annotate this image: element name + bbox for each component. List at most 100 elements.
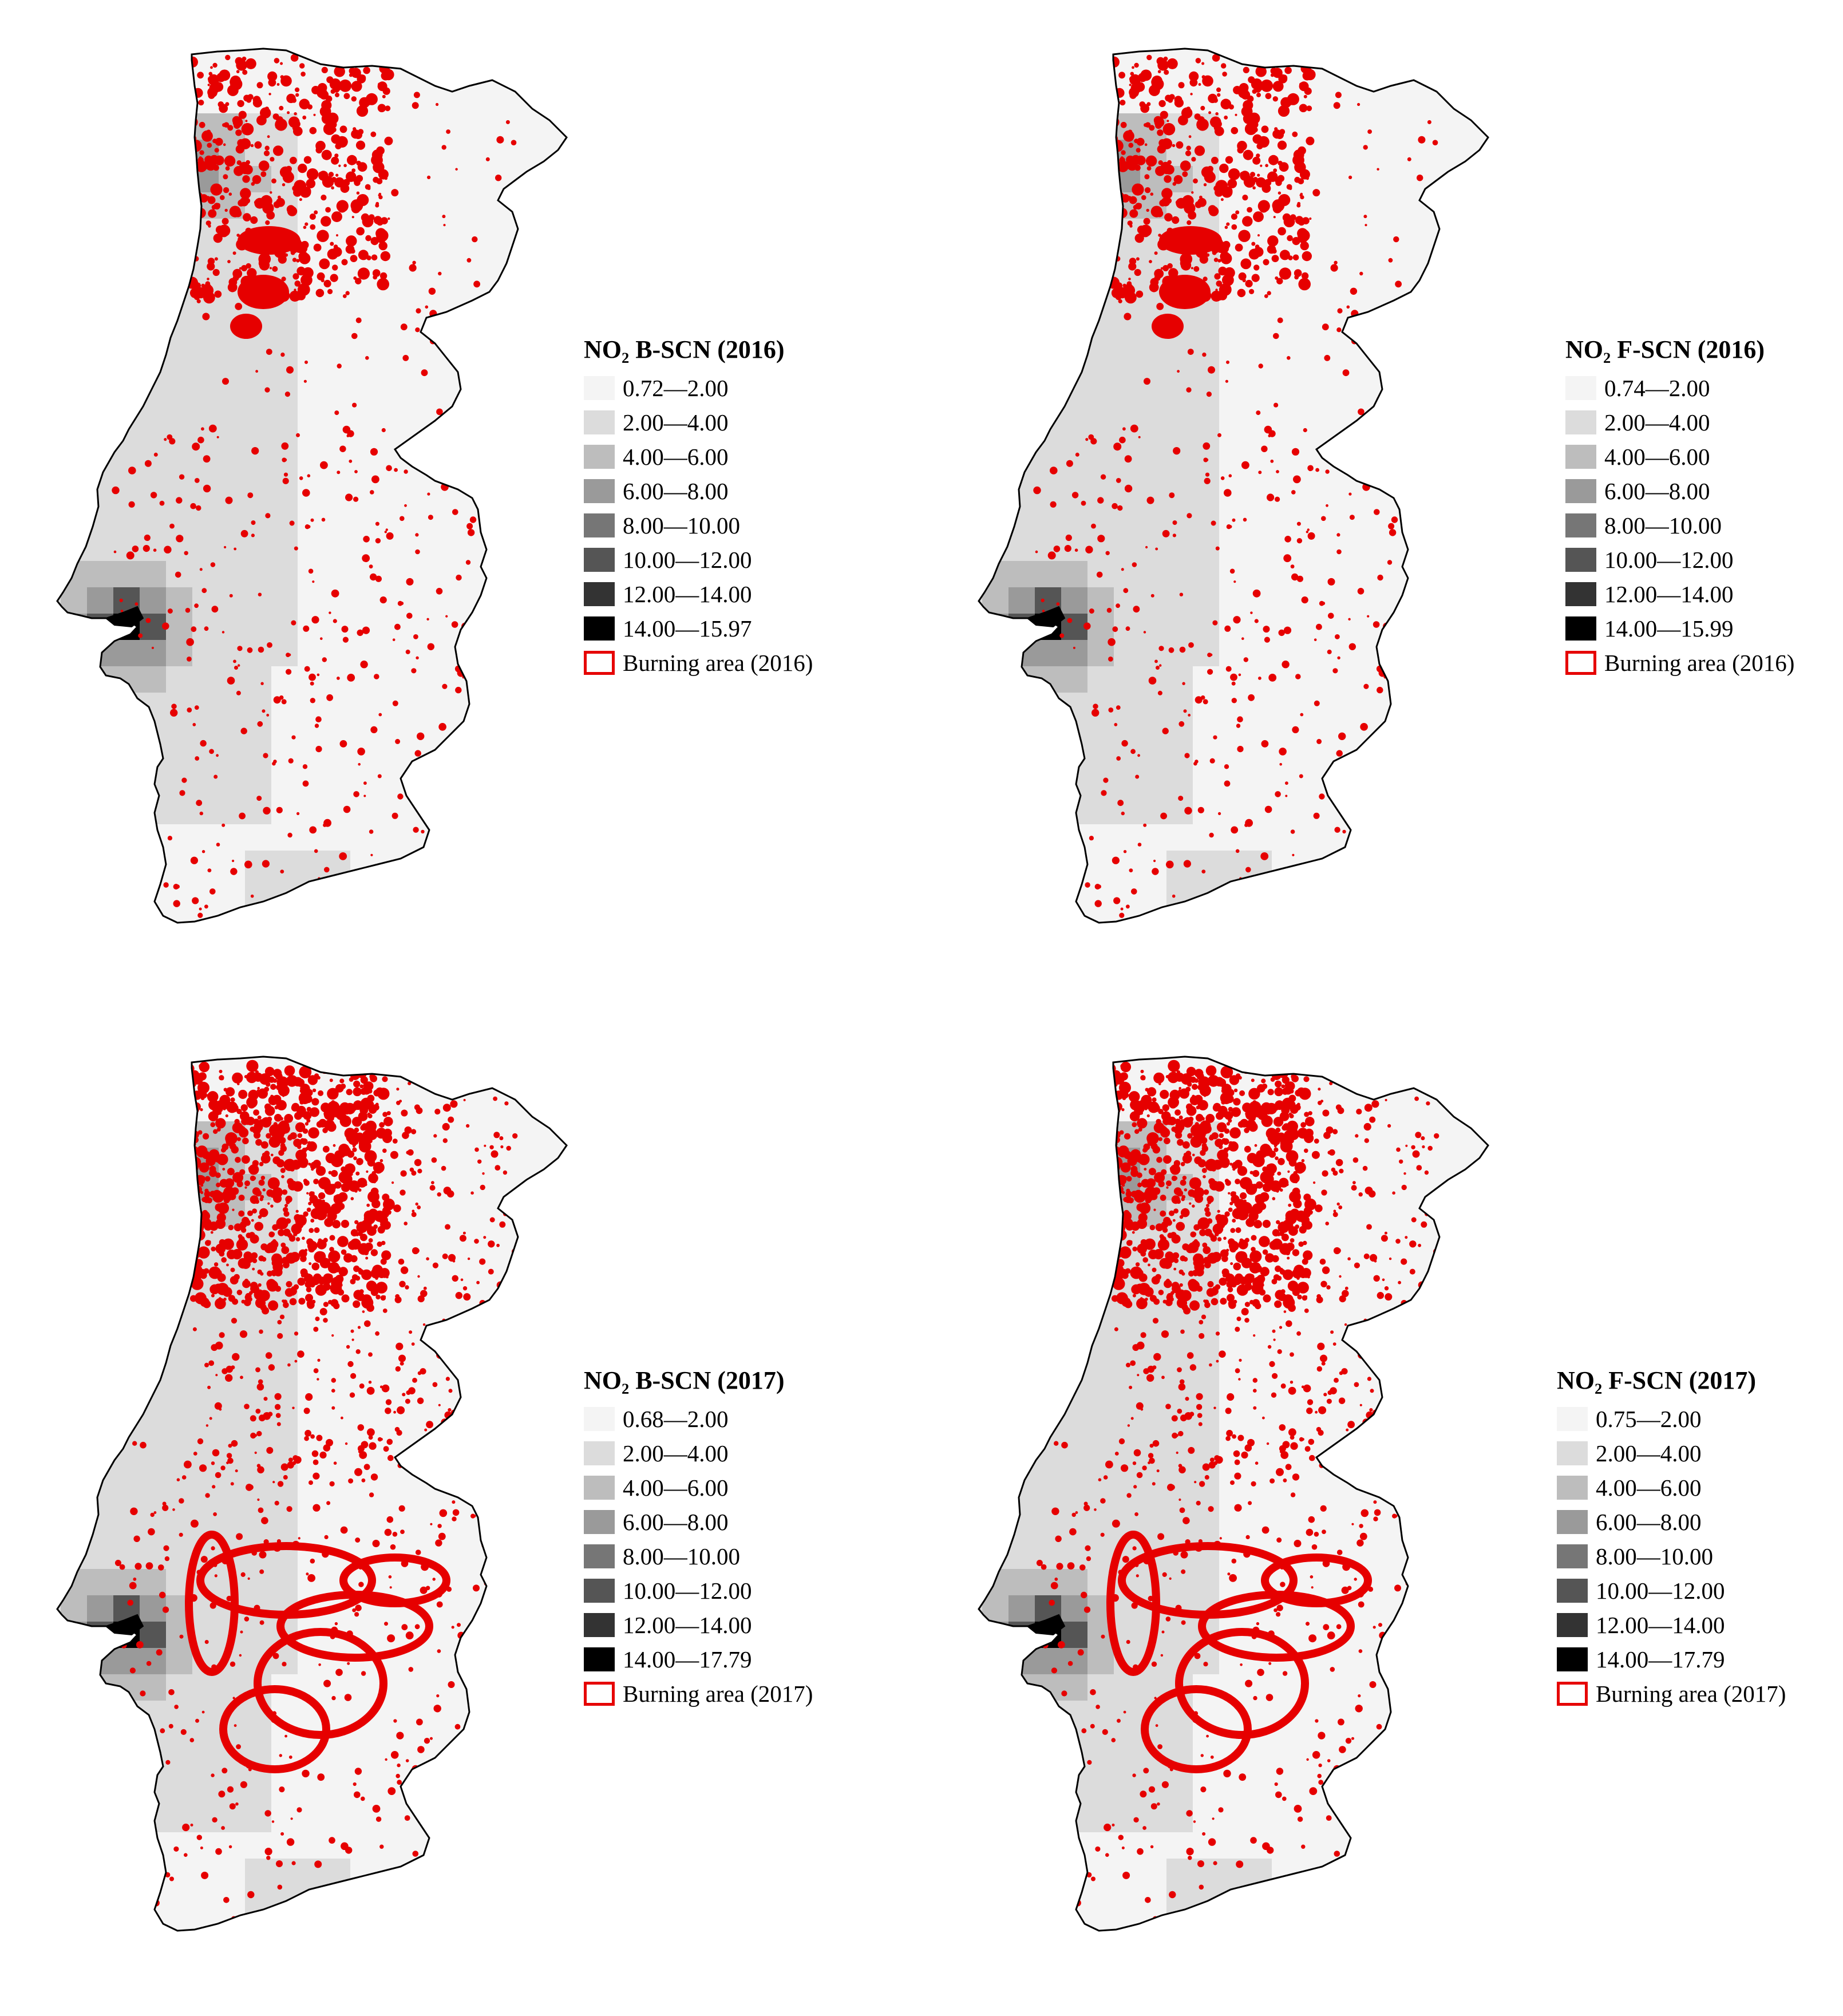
legend-label: 14.00—15.99	[1604, 615, 1734, 642]
legend-label: 6.00—8.00	[623, 1509, 729, 1535]
burning-area-swatch	[1565, 651, 1596, 675]
legend-label: 4.00—6.00	[1596, 1475, 1702, 1501]
country-outline	[56, 48, 568, 924]
legend-label: 10.00—12.00	[623, 547, 752, 573]
legend-swatch	[584, 616, 615, 641]
legend-swatch	[584, 445, 615, 469]
legend-item-class-1: 0.68—2.00	[584, 1402, 813, 1436]
legend-label: 0.72—2.00	[623, 375, 729, 401]
legend-swatch	[1565, 616, 1596, 641]
legend-swatch	[584, 582, 615, 606]
legend-swatch	[584, 376, 615, 400]
legend-item-class-5: 8.00—10.00	[1557, 1539, 1786, 1574]
legend-label: 2.00—4.00	[623, 1440, 729, 1466]
no2-grid	[979, 1057, 1488, 1931]
legend-item-burning-area: Burning area (2016)	[584, 646, 813, 680]
legend-label: 10.00—12.00	[1596, 1578, 1725, 1604]
legend-swatch	[1565, 513, 1596, 537]
estuary-mark	[1026, 1614, 1066, 1636]
burning-area-swatch	[584, 651, 615, 675]
legend-swatch	[584, 1579, 615, 1603]
legend-label: 4.00—6.00	[623, 444, 729, 470]
legend-label: 6.00—8.00	[1596, 1509, 1702, 1535]
legend-swatch	[584, 1476, 615, 1500]
legend-swatch	[1557, 1476, 1588, 1500]
legend-item-burning-area: Burning area (2017)	[1557, 1677, 1786, 1711]
legend-rows: 0.68—2.00 2.00—4.00 4.00—6.00 6.00—8.00 8.00…	[584, 1402, 813, 1677]
legend-item-class-8: 14.00—15.99	[1565, 611, 1794, 646]
legend-label: 6.00—8.00	[623, 478, 729, 504]
legend-swatch	[1557, 1647, 1588, 1671]
legend-item-class-2: 2.00—4.00	[1557, 1436, 1786, 1471]
legend-title: NO₂ B-SCN (2017)	[584, 1366, 785, 1394]
portugal-map	[978, 48, 1489, 924]
legend-label: 8.00—10.00	[1596, 1543, 1713, 1570]
legend-swatch	[1557, 1579, 1588, 1603]
legend-title: NO₂ F-SCN (2016)	[1565, 335, 1765, 363]
map-panel-b-scn-2017: NO₂ B-SCN (2017) 0.68—2.00 2.00—4.00 4.00—…	[0, 1008, 922, 2016]
legend-swatch	[584, 1441, 615, 1465]
legend-label: 12.00—14.00	[1604, 581, 1734, 607]
legend-item-class-3: 4.00—6.00	[584, 1471, 813, 1505]
legend-label: 8.00—10.00	[623, 1543, 740, 1570]
legend-label: 2.00—4.00	[1596, 1440, 1702, 1466]
legend-title: NO₂ F-SCN (2017)	[1557, 1366, 1757, 1394]
legend-label: 4.00—6.00	[623, 1475, 729, 1501]
legend-item-class-7: 12.00—14.00	[1565, 577, 1794, 611]
legend-item-class-6: 10.00—12.00	[1557, 1574, 1786, 1608]
legend-label: 8.00—10.00	[623, 512, 740, 539]
legend-label: 6.00—8.00	[1604, 478, 1710, 504]
legend-item-class-4: 6.00—8.00	[1565, 474, 1794, 508]
legend-label: 10.00—12.00	[623, 1578, 752, 1604]
map-legend: NO₂ B-SCN (2017) 0.68—2.00 2.00—4.00 4.00—…	[584, 1366, 813, 1711]
legend-item-class-5: 8.00—10.00	[584, 1539, 813, 1574]
legend-item-class-7: 12.00—14.00	[1557, 1608, 1786, 1642]
legend-label: 0.75—2.00	[1596, 1406, 1702, 1432]
legend-swatch	[1557, 1407, 1588, 1431]
legend-item-class-2: 2.00—4.00	[584, 1436, 813, 1471]
legend-item-class-3: 4.00—6.00	[584, 440, 813, 474]
map-legend: NO₂ F-SCN (2016) 0.74—2.00 2.00—4.00 4.00—…	[1565, 335, 1794, 680]
legend-item-burning-area: Burning area (2017)	[584, 1677, 813, 1711]
legend-item-class-6: 10.00—12.00	[584, 543, 813, 577]
legend-label: 2.00—4.00	[623, 409, 729, 436]
legend-rows: 0.75—2.00 2.00—4.00 4.00—6.00 6.00—8.00 8.00…	[1557, 1402, 1786, 1677]
map-panel-b-scn-2016: NO₂ B-SCN (2016) 0.72—2.00 2.00—4.00 4.00—…	[0, 0, 922, 1008]
legend-swatch	[584, 548, 615, 572]
legend-item-class-8: 14.00—17.79	[1557, 1642, 1786, 1677]
legend-swatch	[584, 1407, 615, 1431]
legend-swatch	[584, 513, 615, 537]
legend-swatch	[1565, 410, 1596, 434]
portugal-map	[56, 1056, 568, 1932]
burning-area-label: Burning area (2017)	[1596, 1681, 1786, 1707]
legend-item-class-1: 0.72—2.00	[584, 371, 813, 405]
estuary-mark	[104, 606, 144, 628]
legend-label: 10.00—12.00	[1604, 547, 1734, 573]
legend-label: 14.00—15.97	[623, 615, 752, 642]
legend-item-class-2: 2.00—4.00	[1565, 405, 1794, 440]
legend-swatch	[584, 1613, 615, 1637]
country-outline	[56, 1056, 568, 1932]
legend-label: 14.00—17.79	[1596, 1646, 1725, 1673]
legend-label: 14.00—17.79	[623, 1646, 752, 1673]
legend-item-class-1: 0.75—2.00	[1557, 1402, 1786, 1436]
legend-swatch	[1565, 376, 1596, 400]
map-panel-f-scn-2017: NO₂ F-SCN (2017) 0.75—2.00 2.00—4.00 4.00—…	[922, 1008, 1843, 2016]
legend-label: 12.00—14.00	[623, 581, 752, 607]
no2-grid	[57, 1057, 567, 1931]
legend-label: 12.00—14.00	[623, 1612, 752, 1638]
legend-label: 8.00—10.00	[1604, 512, 1722, 539]
legend-item-class-7: 12.00—14.00	[584, 577, 813, 611]
legend-item-class-1: 0.74—2.00	[1565, 371, 1794, 405]
legend-swatch	[584, 410, 615, 434]
burning-area-label: Burning area (2016)	[623, 650, 813, 676]
burning-areas	[112, 54, 518, 922]
legend-item-class-3: 4.00—6.00	[1565, 440, 1794, 474]
legend-swatch	[1565, 548, 1596, 572]
legend-swatch	[1565, 479, 1596, 503]
legend-swatch	[584, 1647, 615, 1671]
legend-item-class-8: 14.00—15.97	[584, 611, 813, 646]
legend-item-class-7: 12.00—14.00	[584, 1608, 813, 1642]
legend-title: NO₂ B-SCN (2016)	[584, 335, 785, 363]
legend-swatch	[1557, 1510, 1588, 1534]
